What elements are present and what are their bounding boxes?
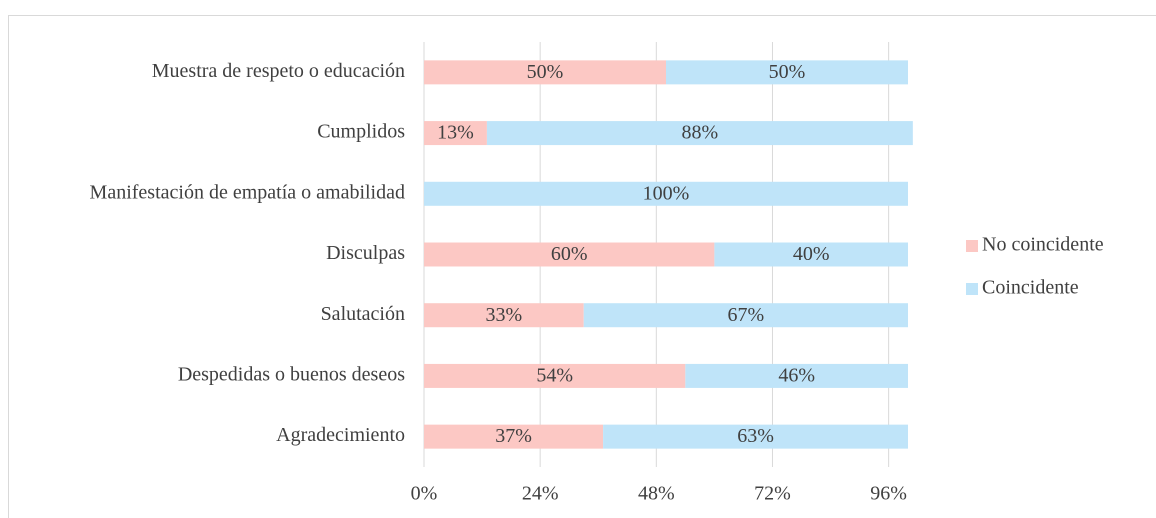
bar (424, 303, 584, 328)
data-label: 88% (682, 122, 719, 144)
bar (583, 303, 908, 328)
chart-border (8, 15, 1156, 518)
data-label: 40% (793, 243, 830, 265)
y-tick-label: Disculpas (326, 242, 405, 264)
data-label: 67% (728, 304, 765, 326)
y-tick-label: Muestra de respeto o educación (152, 60, 405, 82)
x-tick-label: 72% (754, 483, 791, 505)
data-label: 13% (437, 122, 474, 144)
data-label: 60% (551, 243, 588, 265)
bar (486, 121, 913, 146)
bar (666, 60, 908, 85)
bar (424, 242, 715, 267)
bar (424, 121, 487, 146)
legend-label: Coincidente (982, 277, 1079, 299)
bar (424, 424, 604, 449)
y-tick-label: Manifestación de empatía o amabilidad (90, 181, 405, 203)
legend-swatch (966, 283, 978, 295)
data-label: 33% (486, 304, 523, 326)
data-label: 37% (495, 425, 532, 447)
x-tick-label: 96% (870, 483, 907, 505)
data-label: 54% (536, 365, 573, 387)
legend-label: No coincidente (982, 234, 1104, 256)
data-label: 100% (643, 182, 690, 204)
y-tick-label: Despedidas o buenos deseos (178, 364, 405, 386)
bar (603, 424, 908, 449)
data-label: 46% (778, 365, 815, 387)
data-label: 63% (737, 425, 774, 447)
x-tick-label: 0% (411, 483, 438, 505)
bar (714, 242, 908, 267)
bar (685, 363, 908, 388)
bar (424, 60, 666, 85)
data-label: 50% (527, 61, 564, 83)
x-tick-label: 48% (638, 483, 675, 505)
y-tick-label: Cumplidos (317, 121, 405, 143)
x-tick-label: 24% (522, 483, 559, 505)
y-tick-label: Agradecimiento (276, 424, 405, 446)
y-tick-label: Salutación (321, 303, 405, 325)
bar (424, 363, 686, 388)
legend-swatch (966, 240, 978, 252)
bar (424, 181, 908, 206)
data-label: 50% (769, 61, 806, 83)
